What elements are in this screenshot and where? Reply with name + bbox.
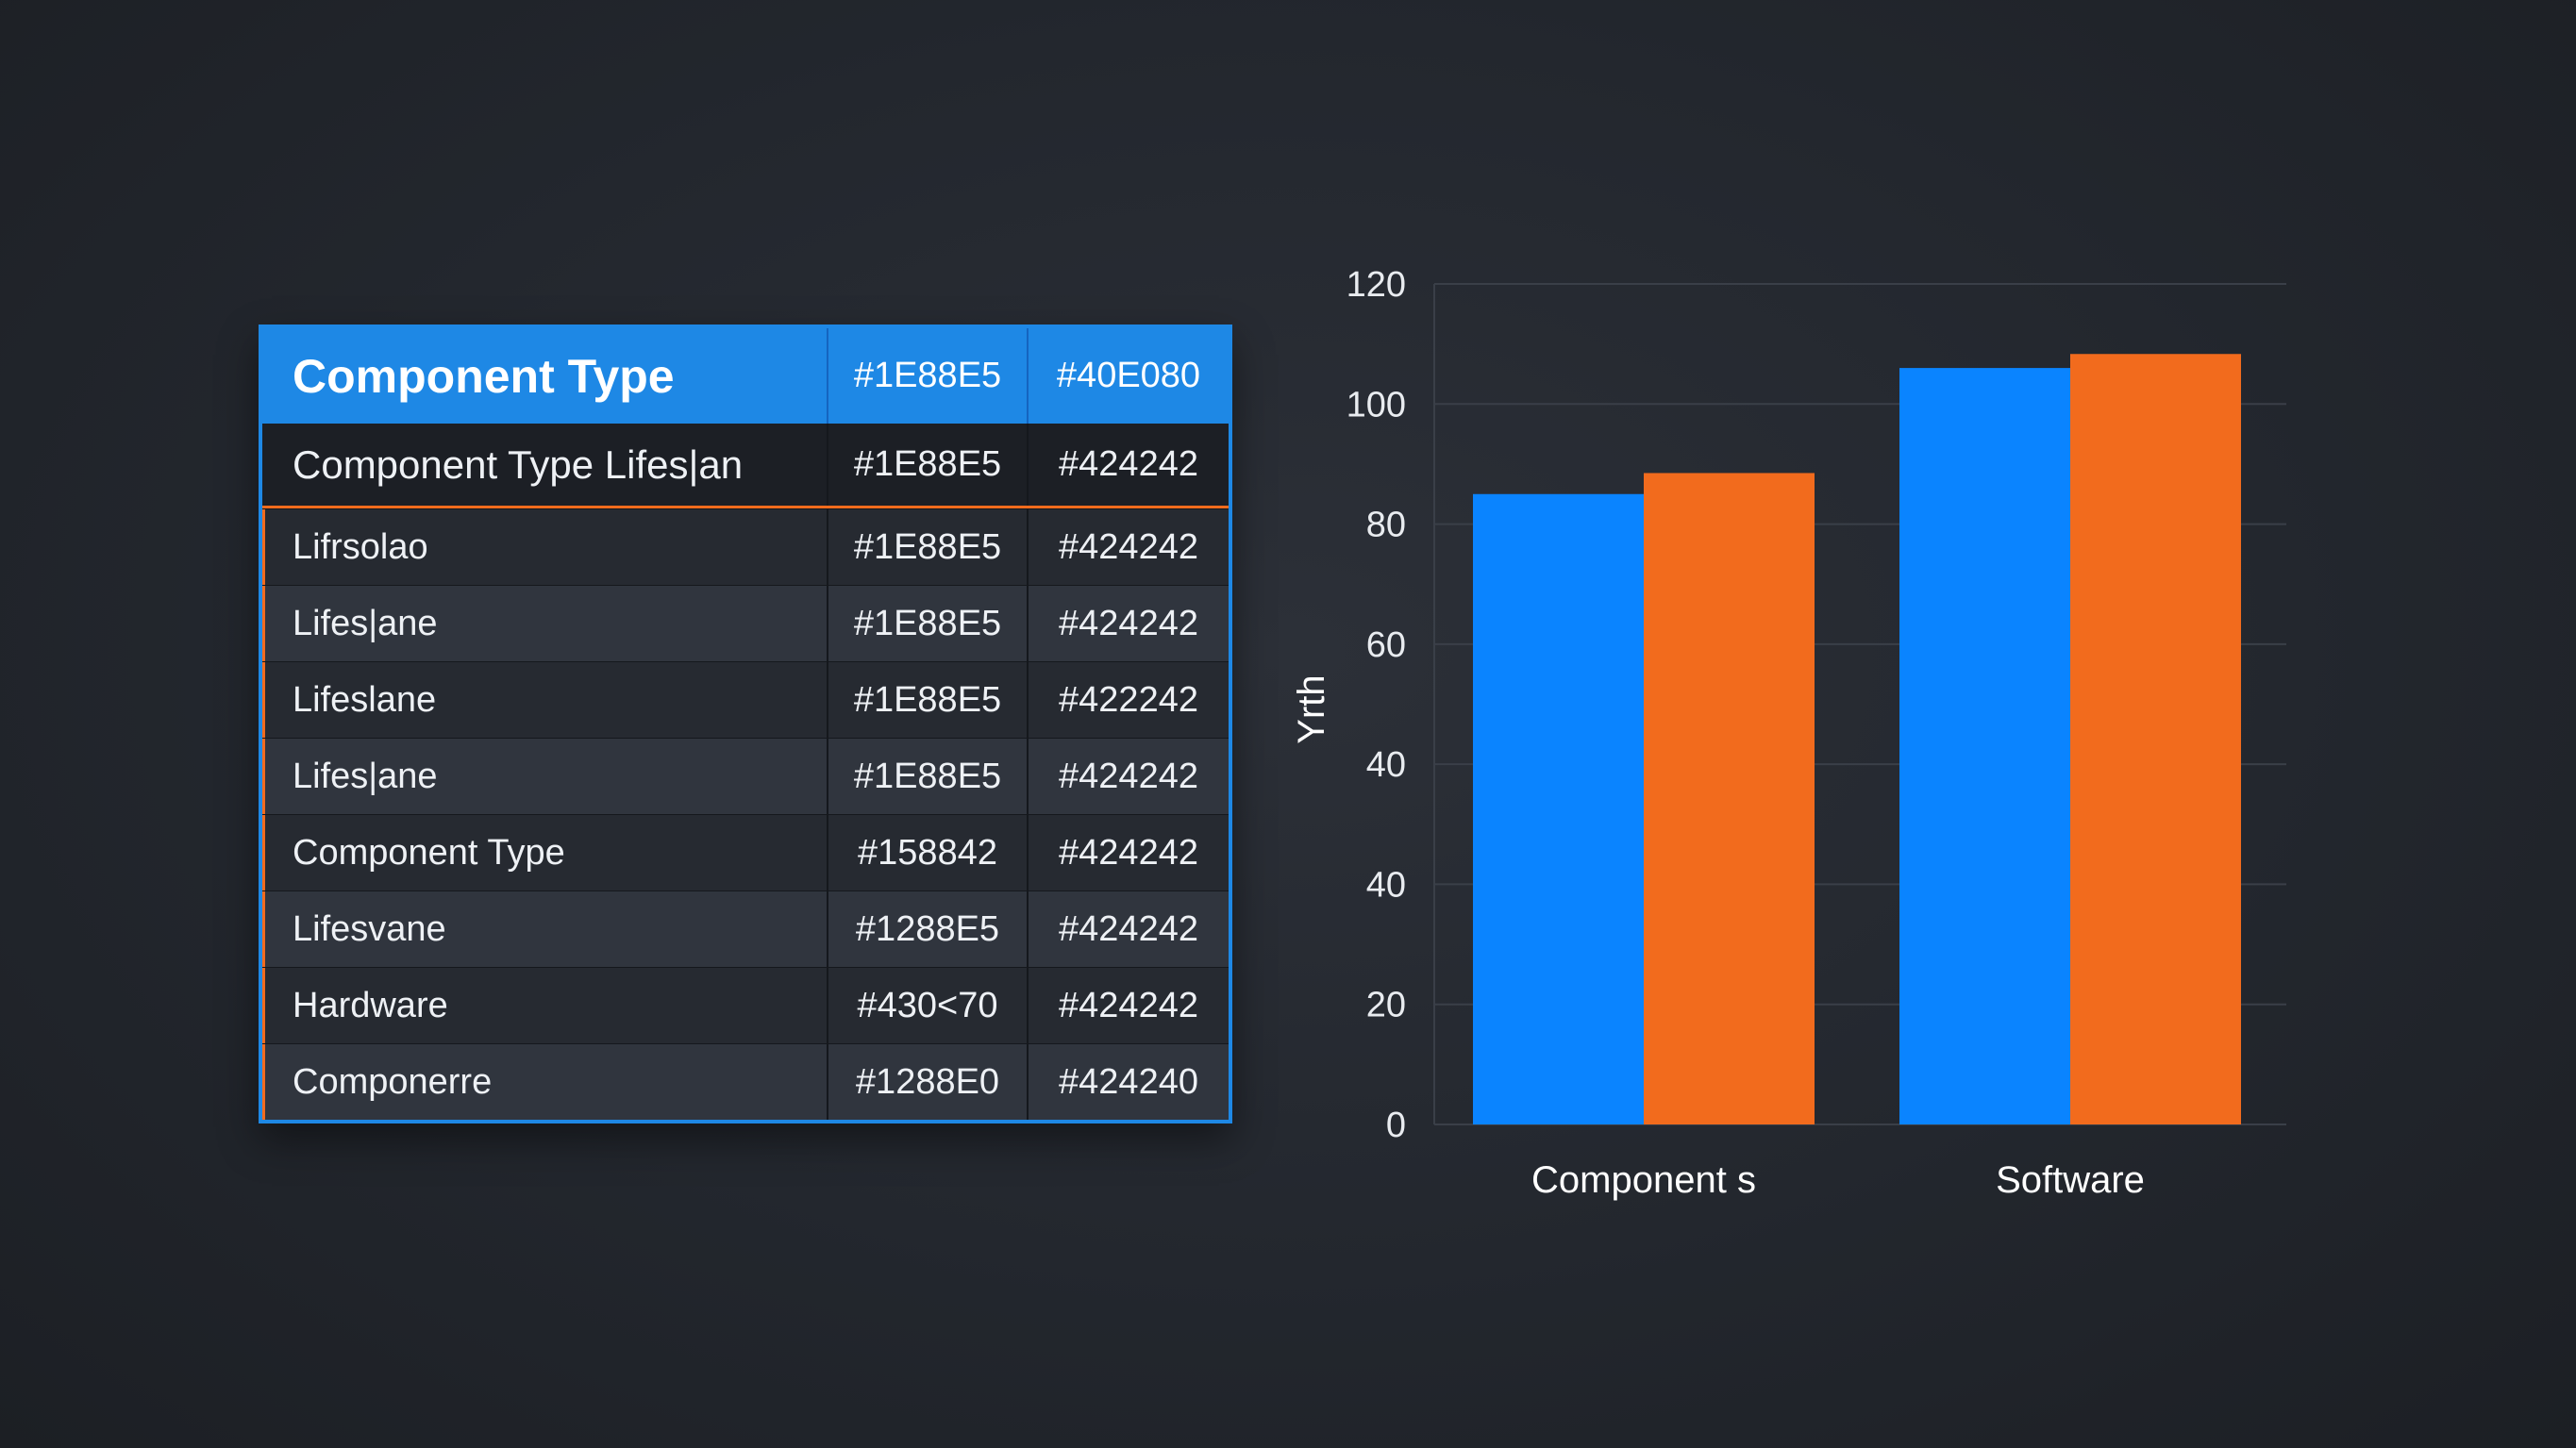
table-cell: #424242: [1027, 815, 1229, 890]
table-header-row: Component Type #1E88E5 #40E080: [262, 328, 1229, 424]
y-tick-label: 40: [1366, 865, 1406, 905]
table-header-cell[interactable]: #40E080: [1027, 328, 1229, 424]
x-tick-label: Software: [1996, 1159, 2145, 1201]
table-cell: Lifes|ane: [262, 586, 827, 661]
bar-chart: 0 20 40 40 60 80 100 120 Component s Software: [1264, 236, 2321, 1226]
y-tick-label: 120: [1347, 265, 1406, 305]
y-tick-label: 100: [1347, 385, 1406, 424]
table-row[interactable]: Lifrsolao #1E88E5 #424242: [262, 508, 1229, 585]
table-row[interactable]: Lifeslane #1E88E5 #422242: [262, 661, 1229, 738]
table-cell: #1E88E5: [827, 509, 1027, 585]
table-cell: Hardware: [262, 968, 827, 1043]
bar[interactable]: [1899, 368, 2070, 1125]
table-subheader-cell: #1E88E5: [827, 424, 1027, 506]
table-cell: #430<70: [827, 968, 1027, 1043]
bar[interactable]: [2070, 354, 2241, 1124]
component-table: Component Type #1E88E5 #40E080 Component…: [259, 325, 1232, 1123]
table-cell: #1E88E5: [827, 662, 1027, 738]
table-cell: #422242: [1027, 662, 1229, 738]
y-tick-label: 80: [1366, 506, 1406, 545]
table-cell: Lifesvane: [262, 891, 827, 967]
table-row[interactable]: Component Type #158842 #424242: [262, 814, 1229, 890]
table-cell: Lifes|ane: [262, 739, 827, 814]
y-tick-label: 20: [1366, 986, 1406, 1025]
table-cell: #158842: [827, 815, 1027, 890]
y-tick-label: 60: [1366, 625, 1406, 665]
table-subheader-cell: Component Type Lifes|an: [293, 441, 744, 487]
table-header-cell[interactable]: Component Type: [293, 349, 675, 403]
y-axis-title: Yrth: [1291, 674, 1332, 744]
table-subheader-row: Component Type Lifes|an #1E88E5 #424242: [262, 424, 1229, 508]
table-cell: #424240: [1027, 1044, 1229, 1120]
table-cell: Lifrsolao: [262, 509, 827, 585]
table-row[interactable]: Hardware #430<70 #424242: [262, 967, 1229, 1043]
bar[interactable]: [1473, 493, 1644, 1124]
table-cell: #1E88E5: [827, 586, 1027, 661]
table-row[interactable]: Lifes|ane #1E88E5 #424242: [262, 585, 1229, 661]
y-tick-label: 0: [1386, 1106, 1406, 1145]
table-cell: Component Type: [262, 815, 827, 890]
bar-chart-svg: 0 20 40 40 60 80 100 120 Component s Software: [1347, 265, 2286, 1201]
table-cell: Componerre: [262, 1044, 827, 1120]
table-row[interactable]: Lifes|ane #1E88E5 #424242: [262, 738, 1229, 814]
y-tick-label: 40: [1366, 745, 1406, 785]
table-cell: #1288E0: [827, 1044, 1027, 1120]
table-cell: Lifeslane: [262, 662, 827, 738]
table-header-cell[interactable]: #1E88E5: [827, 328, 1027, 424]
table-cell: #424242: [1027, 891, 1229, 967]
table-cell: #1E88E5: [827, 739, 1027, 814]
table-cell: #424242: [1027, 968, 1229, 1043]
table-cell: #424242: [1027, 586, 1229, 661]
table-cell: #424242: [1027, 509, 1229, 585]
bar[interactable]: [1644, 473, 1815, 1125]
table-cell: #1288E5: [827, 891, 1027, 967]
table-row[interactable]: Lifesvane #1288E5 #424242: [262, 890, 1229, 967]
x-tick-label: Component s: [1531, 1159, 1756, 1201]
table-row[interactable]: Componerre #1288E0 #424240: [262, 1043, 1229, 1120]
table-cell: #424242: [1027, 739, 1229, 814]
table-subheader-cell: #424242: [1027, 424, 1229, 506]
